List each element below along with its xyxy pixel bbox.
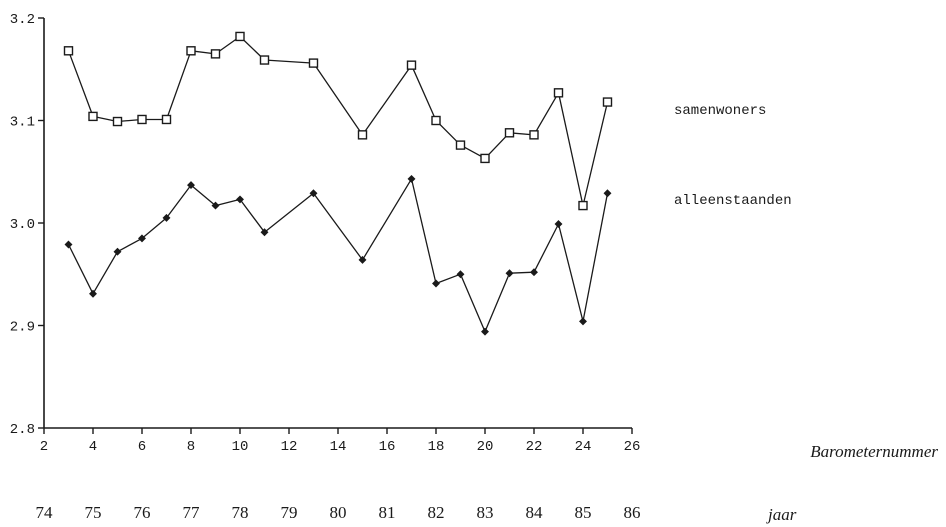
data-point	[480, 153, 490, 164]
year-label: 77	[183, 503, 201, 522]
data-point	[89, 289, 97, 298]
x-axis-title: Barometernummer	[810, 442, 938, 461]
data-point	[357, 130, 368, 140]
x-tick-label: 16	[379, 439, 396, 455]
data-point	[578, 200, 588, 211]
data-point	[138, 234, 146, 243]
x-tick-label: 14	[330, 439, 347, 455]
data-point	[553, 88, 564, 98]
x-tick-label: 4	[89, 439, 97, 455]
data-point	[456, 270, 465, 279]
x-ticks: 2 4 6 8 10 12 14 16 18 20 22 24 26	[40, 428, 641, 455]
series-samenwoners	[63, 31, 613, 211]
data-point	[603, 189, 612, 198]
data-point	[137, 114, 147, 125]
data-point	[236, 195, 244, 204]
year-label: 81	[379, 503, 396, 522]
data-point	[112, 116, 123, 127]
data-point	[455, 140, 466, 150]
year-label: 84	[526, 503, 544, 522]
series-label-samenwoners: samenwoners	[674, 103, 766, 119]
y-tick-label: 3.1	[10, 115, 35, 131]
data-point	[64, 240, 73, 249]
year-label: 76	[134, 503, 151, 522]
series-labels: samenwoners alleenstaanden	[674, 103, 792, 209]
data-point	[308, 58, 319, 68]
data-point	[358, 255, 367, 264]
year-label: 74	[36, 503, 54, 522]
data-point	[211, 201, 220, 210]
year-labels: 74 75 76 77 78 79 80 81 82 83 84 85 86	[36, 503, 641, 522]
data-point	[113, 247, 122, 256]
series-label-alleenstaanden: alleenstaanden	[674, 193, 792, 209]
series-layer	[63, 31, 613, 336]
year-label: 85	[575, 503, 592, 522]
year-label: 86	[624, 503, 641, 522]
data-point	[235, 31, 245, 42]
y-ticks: 2.8 2.9 3.0 3.1 3.2	[10, 12, 44, 438]
x-tick-label: 10	[232, 439, 249, 455]
data-point	[187, 181, 195, 190]
series-line	[67, 178, 609, 333]
year-label: 80	[330, 503, 347, 522]
data-point	[432, 279, 440, 288]
data-point	[63, 46, 74, 56]
data-point	[579, 317, 587, 326]
series-alleenstaanden	[64, 174, 612, 336]
series-line	[67, 35, 609, 207]
data-point	[259, 55, 270, 65]
x-tick-label: 2	[40, 439, 48, 455]
data-point	[407, 174, 416, 183]
data-point	[162, 213, 171, 222]
x-tick-label: 26	[624, 439, 641, 455]
data-point	[505, 269, 514, 278]
data-point	[504, 128, 515, 138]
year-label: 79	[281, 503, 298, 522]
x-tick-label: 12	[281, 439, 298, 455]
data-point	[309, 189, 318, 198]
y-tick-label: 2.9	[10, 320, 35, 336]
y-tick-label: 2.8	[10, 422, 35, 438]
data-point	[406, 60, 417, 70]
data-point	[529, 130, 539, 140]
x-tick-label: 20	[477, 439, 494, 455]
x-tick-label: 18	[428, 439, 445, 455]
data-point	[260, 228, 269, 237]
x-tick-label: 24	[575, 439, 592, 455]
y-tick-label: 3.0	[10, 217, 35, 233]
x-tick-label: 6	[138, 439, 146, 455]
data-point	[530, 268, 538, 277]
data-point	[210, 49, 221, 59]
data-point	[161, 114, 172, 125]
y-tick-label: 3.2	[10, 12, 35, 28]
year-label: 78	[232, 503, 249, 522]
year-label: 75	[85, 503, 102, 522]
year-label: 82	[428, 503, 445, 522]
data-point	[186, 46, 196, 56]
data-point	[554, 220, 563, 228]
axes	[43, 18, 632, 429]
x-tick-label: 8	[187, 439, 195, 455]
data-point	[431, 115, 441, 126]
year-axis-title: jaar	[766, 505, 797, 524]
year-label: 83	[477, 503, 494, 522]
x-tick-label: 22	[526, 439, 543, 455]
data-point	[602, 97, 613, 107]
data-point	[481, 327, 489, 336]
data-point	[88, 111, 98, 122]
